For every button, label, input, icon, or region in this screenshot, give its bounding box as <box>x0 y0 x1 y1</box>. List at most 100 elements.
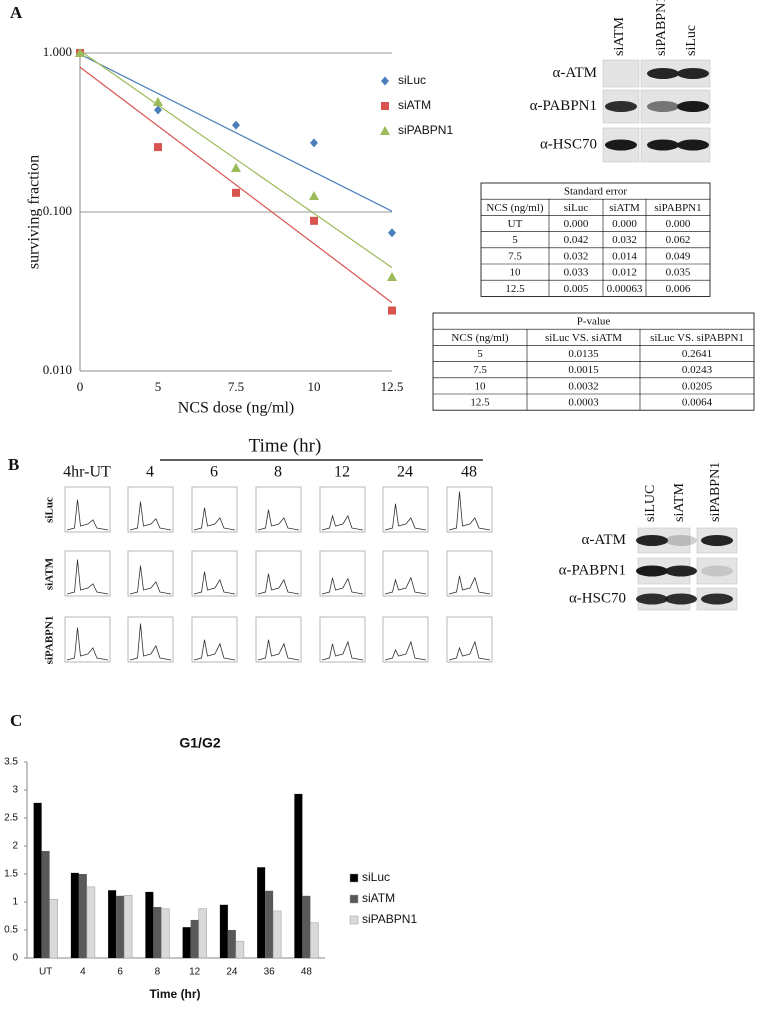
legend-label: siLuc <box>362 870 390 884</box>
lane-label: siPABPN1 <box>708 462 723 522</box>
table-cell: 7.5 <box>508 250 522 262</box>
bar <box>86 886 96 959</box>
table-cell: NCS (ng/ml) <box>451 332 508 344</box>
blot-band <box>605 101 637 112</box>
y-tick-label: 1 <box>12 897 18 908</box>
blot-band <box>636 535 668 546</box>
bar <box>257 867 266 958</box>
histogram-trace <box>193 571 236 595</box>
table-cell: siLuc <box>564 202 589 214</box>
legend-label: siATM <box>362 891 395 905</box>
marker <box>309 191 319 201</box>
x-axis-title: Time (hr) <box>149 987 200 1001</box>
blot-band <box>665 565 697 577</box>
lane-label: siPABPN1 <box>654 0 669 56</box>
row-label: siATM <box>44 557 56 590</box>
histogram-trace <box>257 573 300 595</box>
panel-label: A <box>10 3 23 22</box>
blot-band <box>701 535 733 546</box>
table-cell: 0.000 <box>612 218 637 230</box>
x-tick-label: 7.5 <box>228 379 244 394</box>
histogram-trace <box>257 639 300 661</box>
row-label: siPABPN1 <box>44 616 56 665</box>
marker <box>310 138 318 148</box>
histogram-trace <box>66 627 109 661</box>
histogram-frame <box>319 550 366 597</box>
y-tick-label: 0.5 <box>4 925 18 936</box>
marker <box>154 105 162 115</box>
histogram-trace <box>384 576 427 595</box>
y-tick-label: 1.000 <box>43 44 72 59</box>
blot-band <box>677 101 709 112</box>
table-cell: 0.000 <box>564 218 589 230</box>
table-cell: 10 <box>475 380 487 392</box>
bar <box>272 910 282 959</box>
blot-band <box>665 535 697 546</box>
bar <box>161 908 170 959</box>
histogram-trace <box>129 623 172 661</box>
antibody-label: α-ATM <box>552 65 597 81</box>
lane-label: siLuc <box>684 25 699 56</box>
y-tick-label: 2.5 <box>4 813 18 824</box>
table-cell: UT <box>508 218 523 230</box>
histogram-frame <box>191 486 238 533</box>
histogram-trace <box>321 640 364 661</box>
histogram-frame <box>255 550 302 597</box>
blot-band <box>647 68 679 79</box>
column-label: 6 <box>210 464 218 481</box>
column-label: 4 <box>146 464 154 481</box>
bar <box>198 908 207 959</box>
column-label: 24 <box>397 464 413 481</box>
antibody-label: α-HSC70 <box>569 590 626 606</box>
blot-band <box>677 139 709 151</box>
blot-image <box>602 59 640 88</box>
x-axis-title: NCS dose (ng/ml) <box>178 400 294 417</box>
legend-label: siPABPN1 <box>398 123 453 137</box>
blot-band <box>636 593 668 605</box>
x-tick-label: UT <box>39 967 52 978</box>
table-cell: 12.5 <box>505 283 525 295</box>
x-tick-label: 48 <box>301 967 313 978</box>
histogram-trace <box>448 491 491 531</box>
marker <box>232 188 240 197</box>
table-cell: 5 <box>477 348 483 360</box>
histogram-frame <box>446 486 493 533</box>
histogram-frame <box>255 486 302 533</box>
table-cell: 0.0032 <box>568 380 598 392</box>
histogram-frame <box>191 550 238 597</box>
x-tick-label: 6 <box>117 967 123 978</box>
blot-band <box>647 139 679 151</box>
table-cell: 0.00063 <box>607 283 643 295</box>
blot-band <box>701 593 733 605</box>
x-tick-label: 12.5 <box>381 379 404 394</box>
bar <box>190 919 199 958</box>
table-cell: 0.006 <box>666 283 691 295</box>
x-tick-label: 10 <box>308 379 321 394</box>
histogram-frame <box>127 486 174 533</box>
lane-label: siATM <box>672 483 687 522</box>
marker <box>387 272 397 282</box>
marker <box>381 102 389 110</box>
bar <box>182 927 191 958</box>
lane-label: siATM <box>612 17 627 56</box>
trend-line <box>79 50 393 269</box>
x-tick-label: 0 <box>77 379 84 394</box>
bar <box>294 793 303 958</box>
histogram-frame <box>382 550 429 597</box>
table-cell: 0.033 <box>564 267 589 279</box>
histogram-frame <box>64 550 111 597</box>
time-label: Time (hr) <box>249 435 322 456</box>
blot-band <box>665 593 697 605</box>
row-label: siLuc <box>44 497 56 523</box>
histogram-trace <box>384 503 427 531</box>
y-axis-title: surviving fraction <box>26 155 43 269</box>
bar <box>153 907 162 958</box>
bar <box>302 895 311 958</box>
x-tick-label: 12 <box>189 967 201 978</box>
column-label: 48 <box>461 464 477 481</box>
legend-swatch <box>349 894 359 904</box>
column-label: 4hr-UT <box>63 464 111 481</box>
bar <box>235 940 245 959</box>
antibody-label: α-PABPN1 <box>530 98 597 114</box>
blot-band <box>701 565 733 577</box>
